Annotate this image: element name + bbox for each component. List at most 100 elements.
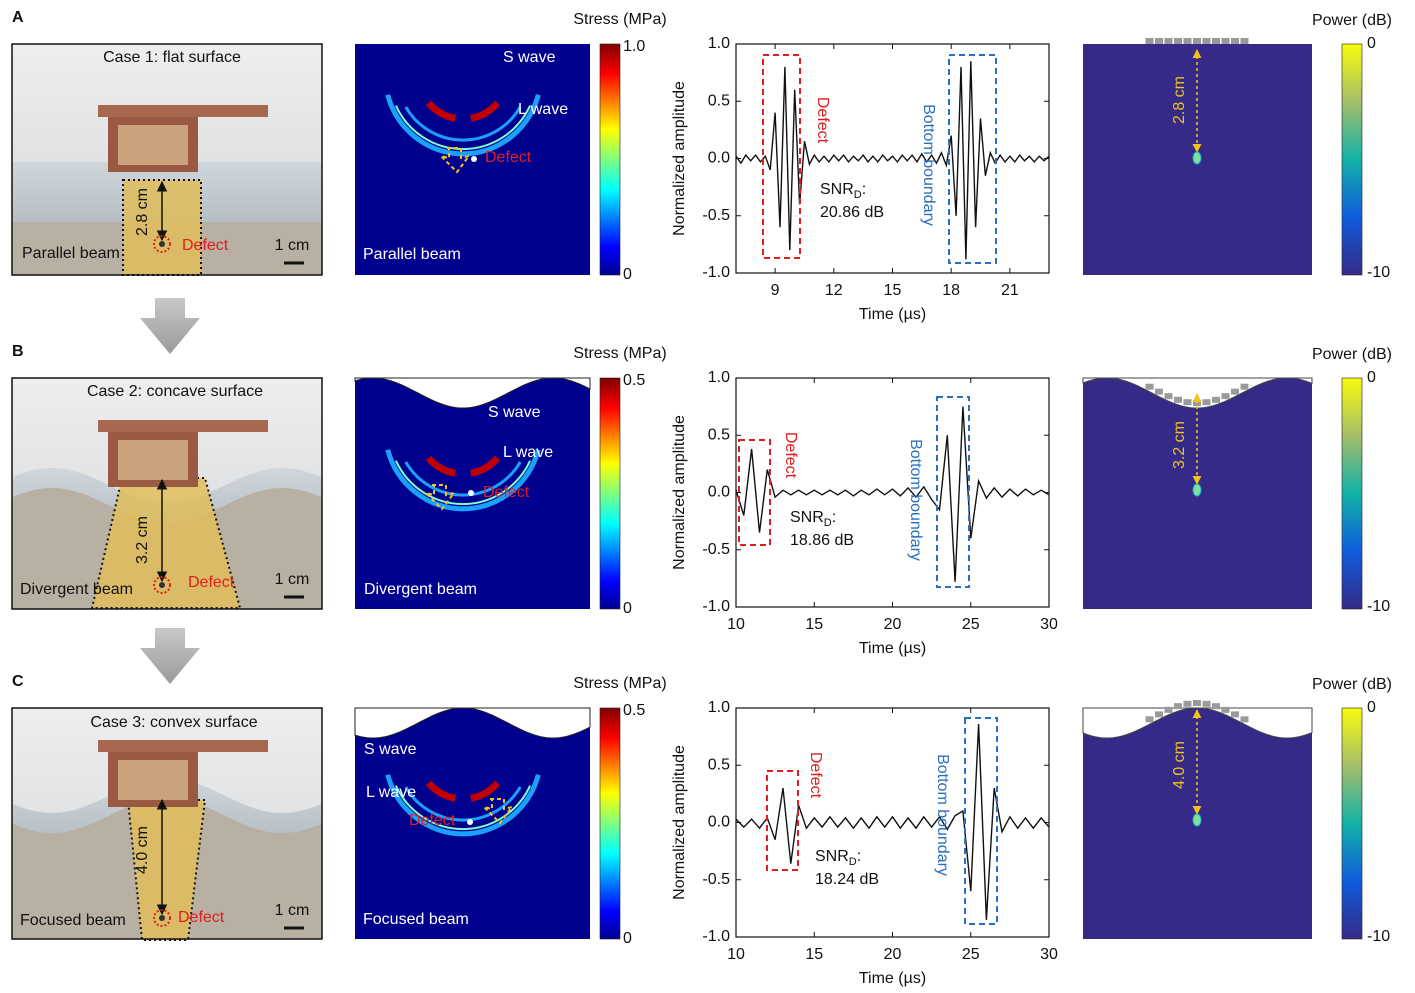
wavefront	[394, 460, 532, 506]
y-tick-label: 1.0	[708, 369, 730, 386]
snr-label: SNRD:	[820, 181, 866, 201]
down-arrow	[140, 298, 200, 684]
transducer-element	[1164, 706, 1173, 713]
defect-label: Defect	[409, 812, 456, 829]
wavefront	[394, 105, 532, 151]
panel-letter: A	[12, 9, 24, 26]
sensor-tab	[98, 740, 268, 752]
wavefront	[385, 449, 541, 512]
l-wave-label: L wave	[366, 784, 416, 801]
defect-point	[159, 582, 165, 588]
scale-label: 1 cm	[275, 237, 310, 254]
wavefront	[470, 455, 501, 477]
defect-label: Defect	[188, 574, 235, 591]
wavefront	[385, 94, 541, 157]
sensor-array	[118, 760, 188, 800]
transducer-element	[1212, 703, 1220, 710]
transducer-element	[1202, 38, 1211, 44]
photo-title: Case 3: convex surface	[90, 714, 257, 731]
colorbar-title: Power (dB)	[1312, 676, 1392, 693]
transducer-element	[1155, 711, 1163, 718]
colorbar-min: -10	[1367, 928, 1390, 945]
snr-value: 18.86 dB	[790, 532, 854, 549]
focal-spot	[1192, 151, 1202, 165]
transducer-element	[1221, 706, 1230, 713]
defect-dot	[468, 490, 474, 496]
transducer-element	[1212, 396, 1220, 403]
focal-spot	[1192, 813, 1202, 827]
distance-label: 2.8 cm	[134, 188, 151, 236]
colorbar-min: -10	[1367, 598, 1390, 615]
waveform	[735, 723, 1050, 920]
x-tick-label: 30	[1040, 946, 1058, 963]
defect-annotation: Defect	[807, 752, 824, 799]
transducer-element	[1145, 716, 1154, 723]
defect-marker	[153, 909, 171, 927]
colorbar-max: 0	[1367, 35, 1376, 52]
y-tick-label: -0.5	[702, 871, 730, 888]
colorbar-max: 0	[1367, 699, 1376, 716]
distance-label: 4.0 cm	[1171, 741, 1188, 789]
boundary-annotation: Bottom boundary	[934, 754, 951, 876]
distance-label: 3.2 cm	[134, 516, 151, 564]
y-tick-label: 0.5	[708, 92, 730, 109]
transducer-element	[1174, 396, 1182, 403]
x-tick-label: 18	[942, 282, 960, 299]
colorbar-min: 0	[623, 930, 632, 947]
y-tick-label: 0.5	[708, 756, 730, 773]
l-wave-label: L wave	[503, 444, 553, 461]
defect-annotation: Defect	[782, 432, 799, 479]
transducer-element	[1221, 393, 1230, 400]
wavefront	[404, 786, 522, 822]
wavefront	[425, 455, 456, 477]
defect-outline	[480, 798, 515, 825]
defect-point	[159, 915, 165, 921]
snr-subscript: D	[854, 189, 862, 201]
snr-text: SNR	[790, 509, 824, 526]
wavefront	[385, 774, 541, 837]
y-axis-label: Normalized amplitude	[671, 81, 688, 236]
beam-label: Divergent beam	[364, 581, 477, 598]
wavefront	[470, 780, 501, 802]
x-tick-label: 25	[962, 616, 980, 633]
x-tick-label: 15	[805, 946, 823, 963]
colorbar	[1341, 707, 1363, 940]
beam-label: Focused beam	[363, 911, 469, 928]
x-tick-label: 25	[962, 946, 980, 963]
defect-marker	[153, 576, 171, 594]
x-tick-label: 15	[805, 616, 823, 633]
defect-annotation: Defect	[814, 97, 831, 144]
snr-label: SNRD:	[790, 509, 836, 529]
y-axis-label: Normalized amplitude	[671, 745, 688, 900]
s-wave-label: S wave	[364, 741, 417, 758]
y-tick-label: 0.5	[708, 426, 730, 443]
x-axis-label: Time (µs)	[859, 970, 926, 987]
transducer-element	[1231, 38, 1239, 44]
photo-border	[11, 377, 323, 610]
transducer-element	[1193, 700, 1201, 706]
transducer-element	[1155, 38, 1163, 44]
x-axis-label: Time (µs)	[859, 306, 926, 323]
defect-outline	[422, 484, 457, 511]
transducer-element	[1240, 38, 1249, 44]
x-tick-label: 10	[727, 946, 745, 963]
transducer-element	[1212, 38, 1220, 44]
y-tick-label: -0.5	[702, 541, 730, 558]
colorbar	[599, 43, 621, 276]
y-tick-label: 1.0	[708, 35, 730, 52]
defect-label: Defect	[485, 149, 532, 166]
defect-dot	[471, 156, 477, 162]
y-tick-label: -1.0	[702, 928, 730, 945]
x-tick-label: 9	[771, 282, 780, 299]
x-axis-label: Time (µs)	[859, 640, 926, 657]
colorbar-max: 0.5	[623, 702, 645, 719]
x-tick-label: 20	[884, 946, 902, 963]
waveform	[735, 61, 1050, 260]
y-tick-label: -0.5	[702, 207, 730, 224]
transducer-element	[1193, 38, 1201, 44]
transducer-element	[1240, 383, 1249, 390]
y-tick-label: 1.0	[708, 699, 730, 716]
defect-dot	[467, 819, 473, 825]
boundary-box	[936, 396, 970, 588]
colorbar-max: 1.0	[623, 38, 645, 55]
